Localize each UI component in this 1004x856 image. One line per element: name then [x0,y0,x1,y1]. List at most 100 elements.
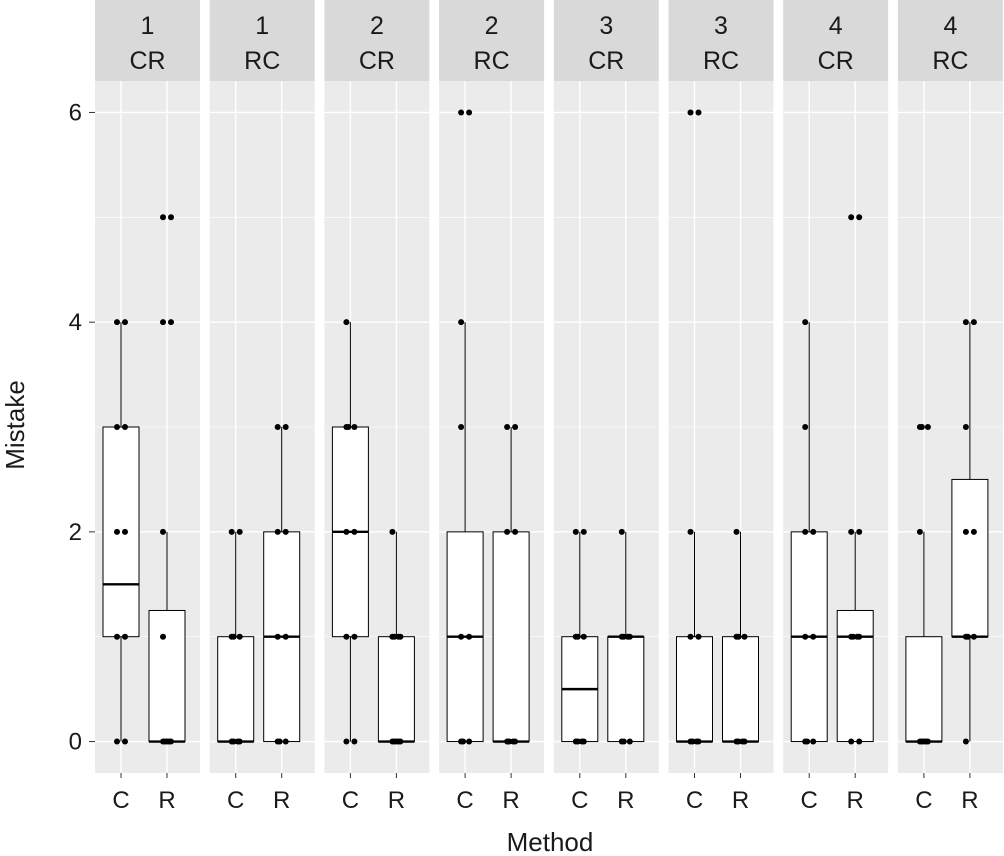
facet-strip [209,0,315,81]
data-point [848,214,855,221]
group-C [676,109,713,745]
data-point [234,738,241,745]
box [676,636,713,743]
data-point [962,319,969,326]
data-point [274,528,281,535]
x-tick-label: C [342,787,359,814]
data-point [733,528,740,535]
box [492,531,530,743]
box [217,636,255,743]
x-tick-label: R [732,787,749,814]
group-R [263,424,301,745]
data-point [343,633,350,640]
y-axis: 0 2 4 6 [69,99,95,756]
data-point [164,738,170,745]
facet-strip-label: 1 [255,12,269,40]
data-point [687,528,694,535]
data-point [114,424,120,430]
data-point [122,528,128,535]
facet-strip-label: 4 [943,12,957,40]
data-point [160,214,166,221]
data-point [802,424,809,430]
x-tick-label: C [686,787,703,814]
data-point [856,214,863,221]
data-point [856,528,863,535]
data-point [970,528,977,535]
data-point [580,528,587,535]
data-point [351,738,358,745]
group-R [607,528,645,745]
data-point [160,319,166,326]
data-point [236,633,243,640]
facet-strip-label: 3 [714,12,728,40]
data-point [282,633,289,640]
data-point [168,319,174,326]
data-point [236,528,243,535]
data-point [160,528,166,535]
data-point [693,738,700,745]
data-point [460,738,467,745]
data-point [114,633,120,640]
x-tick-label: C [801,787,818,814]
box [607,636,645,743]
data-point [687,109,694,116]
facet-strip-label: CR [359,47,395,75]
data-point [274,424,281,430]
facet-strip [95,0,200,81]
y-tick-label: 2 [69,519,82,546]
group-C [331,319,369,745]
facet-strip-label: 2 [485,12,499,40]
box [102,426,140,638]
x-tick-label: R [158,787,175,814]
box [836,609,874,743]
data-point [735,633,742,640]
x-axis-title: Method [507,827,594,856]
facet-strip-label: 3 [599,12,613,40]
facet-strip-label: 1 [141,12,155,40]
data-point [351,528,358,535]
x-tick-label: C [915,787,932,814]
data-point [572,528,579,535]
facet-strip-label: CR [818,47,854,75]
data-point [962,528,969,535]
facet-strip-label: CR [129,47,165,75]
box [377,636,415,743]
data-point [122,633,128,640]
group-C [217,528,255,745]
data-point [695,633,702,640]
data-point [620,738,627,745]
x-tick-label: R [502,787,519,814]
data-point [916,528,923,535]
facet-strip [783,0,889,81]
data-point [228,528,235,535]
data-point [343,738,350,745]
group-R [492,424,530,745]
data-point [466,109,473,116]
facet-panel-6: 3 RC C R [668,0,774,814]
data-point [802,528,809,535]
data-point [924,424,931,430]
y-tick-label: 4 [69,309,82,336]
group-C [102,319,140,745]
data-point [810,633,817,640]
data-point [962,738,969,745]
data-point [395,633,402,640]
data-point [458,319,465,326]
data-point [962,424,969,430]
data-point [574,633,581,640]
facet-strip-label: CR [588,47,624,75]
data-point [466,633,473,640]
data-point [276,738,283,745]
data-point [802,319,809,326]
data-point [510,738,517,745]
data-point [282,738,289,745]
data-point [343,319,350,326]
data-point [282,424,289,430]
group-R [836,214,874,745]
y-tick-label: 0 [69,729,82,756]
data-point [578,738,585,745]
facet-panel-8: 4 RC C R [897,0,1003,814]
